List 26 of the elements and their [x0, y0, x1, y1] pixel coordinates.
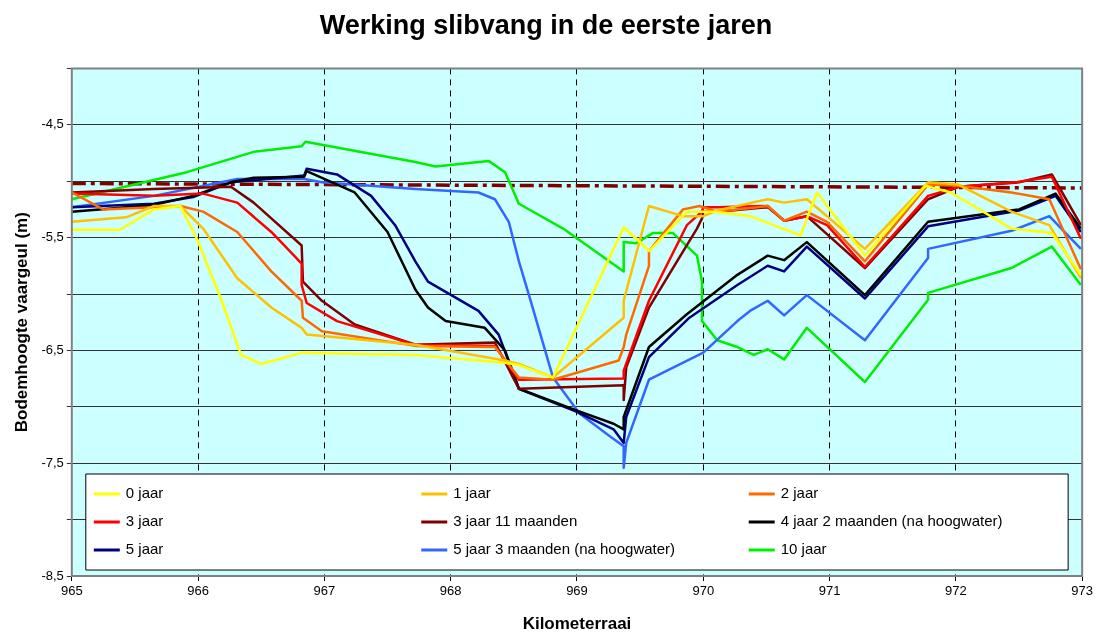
- y-tick-label: -8,5: [41, 567, 64, 583]
- x-tick-label: 967: [313, 583, 336, 599]
- chart-title: Werking slibvang in de eerste jaren: [319, 9, 773, 40]
- x-axis-title: Kilometerraai: [522, 614, 632, 634]
- x-tick-label: 969: [566, 583, 588, 599]
- y-tick-label: -6,5: [41, 341, 64, 357]
- x-tick-label: 970: [692, 583, 715, 599]
- legend-label: 4 jaar 2 maanden (na hoogwater): [780, 512, 1003, 530]
- x-tick-label: 972: [945, 583, 967, 599]
- y-axis-title: Bodemhoogte vaargeul (m): [11, 212, 31, 433]
- y-tick-label: -5,5: [41, 229, 64, 245]
- x-tick-label: 971: [818, 583, 841, 599]
- legend-label: 3 jaar: [125, 512, 164, 530]
- x-tick-label: 968: [439, 583, 462, 599]
- x-tick-label: 973: [1071, 583, 1094, 599]
- legend-label: 5 jaar: [125, 540, 164, 558]
- legend-label: 3 jaar 11 maanden: [453, 512, 578, 530]
- y-tick-label: -7,5: [41, 454, 64, 470]
- x-tick-label: 966: [187, 583, 209, 599]
- legend-label: 2 jaar: [780, 484, 819, 502]
- legend-label: 1 jaar: [453, 484, 491, 502]
- y-tick-label: -4,5: [41, 116, 64, 132]
- legend-label: 5 jaar 3 maanden (na hoogwater): [453, 540, 676, 558]
- legend-label: 10 jaar: [780, 540, 827, 558]
- legend-label: 0 jaar: [125, 484, 164, 502]
- x-tick-label: 965: [60, 583, 83, 599]
